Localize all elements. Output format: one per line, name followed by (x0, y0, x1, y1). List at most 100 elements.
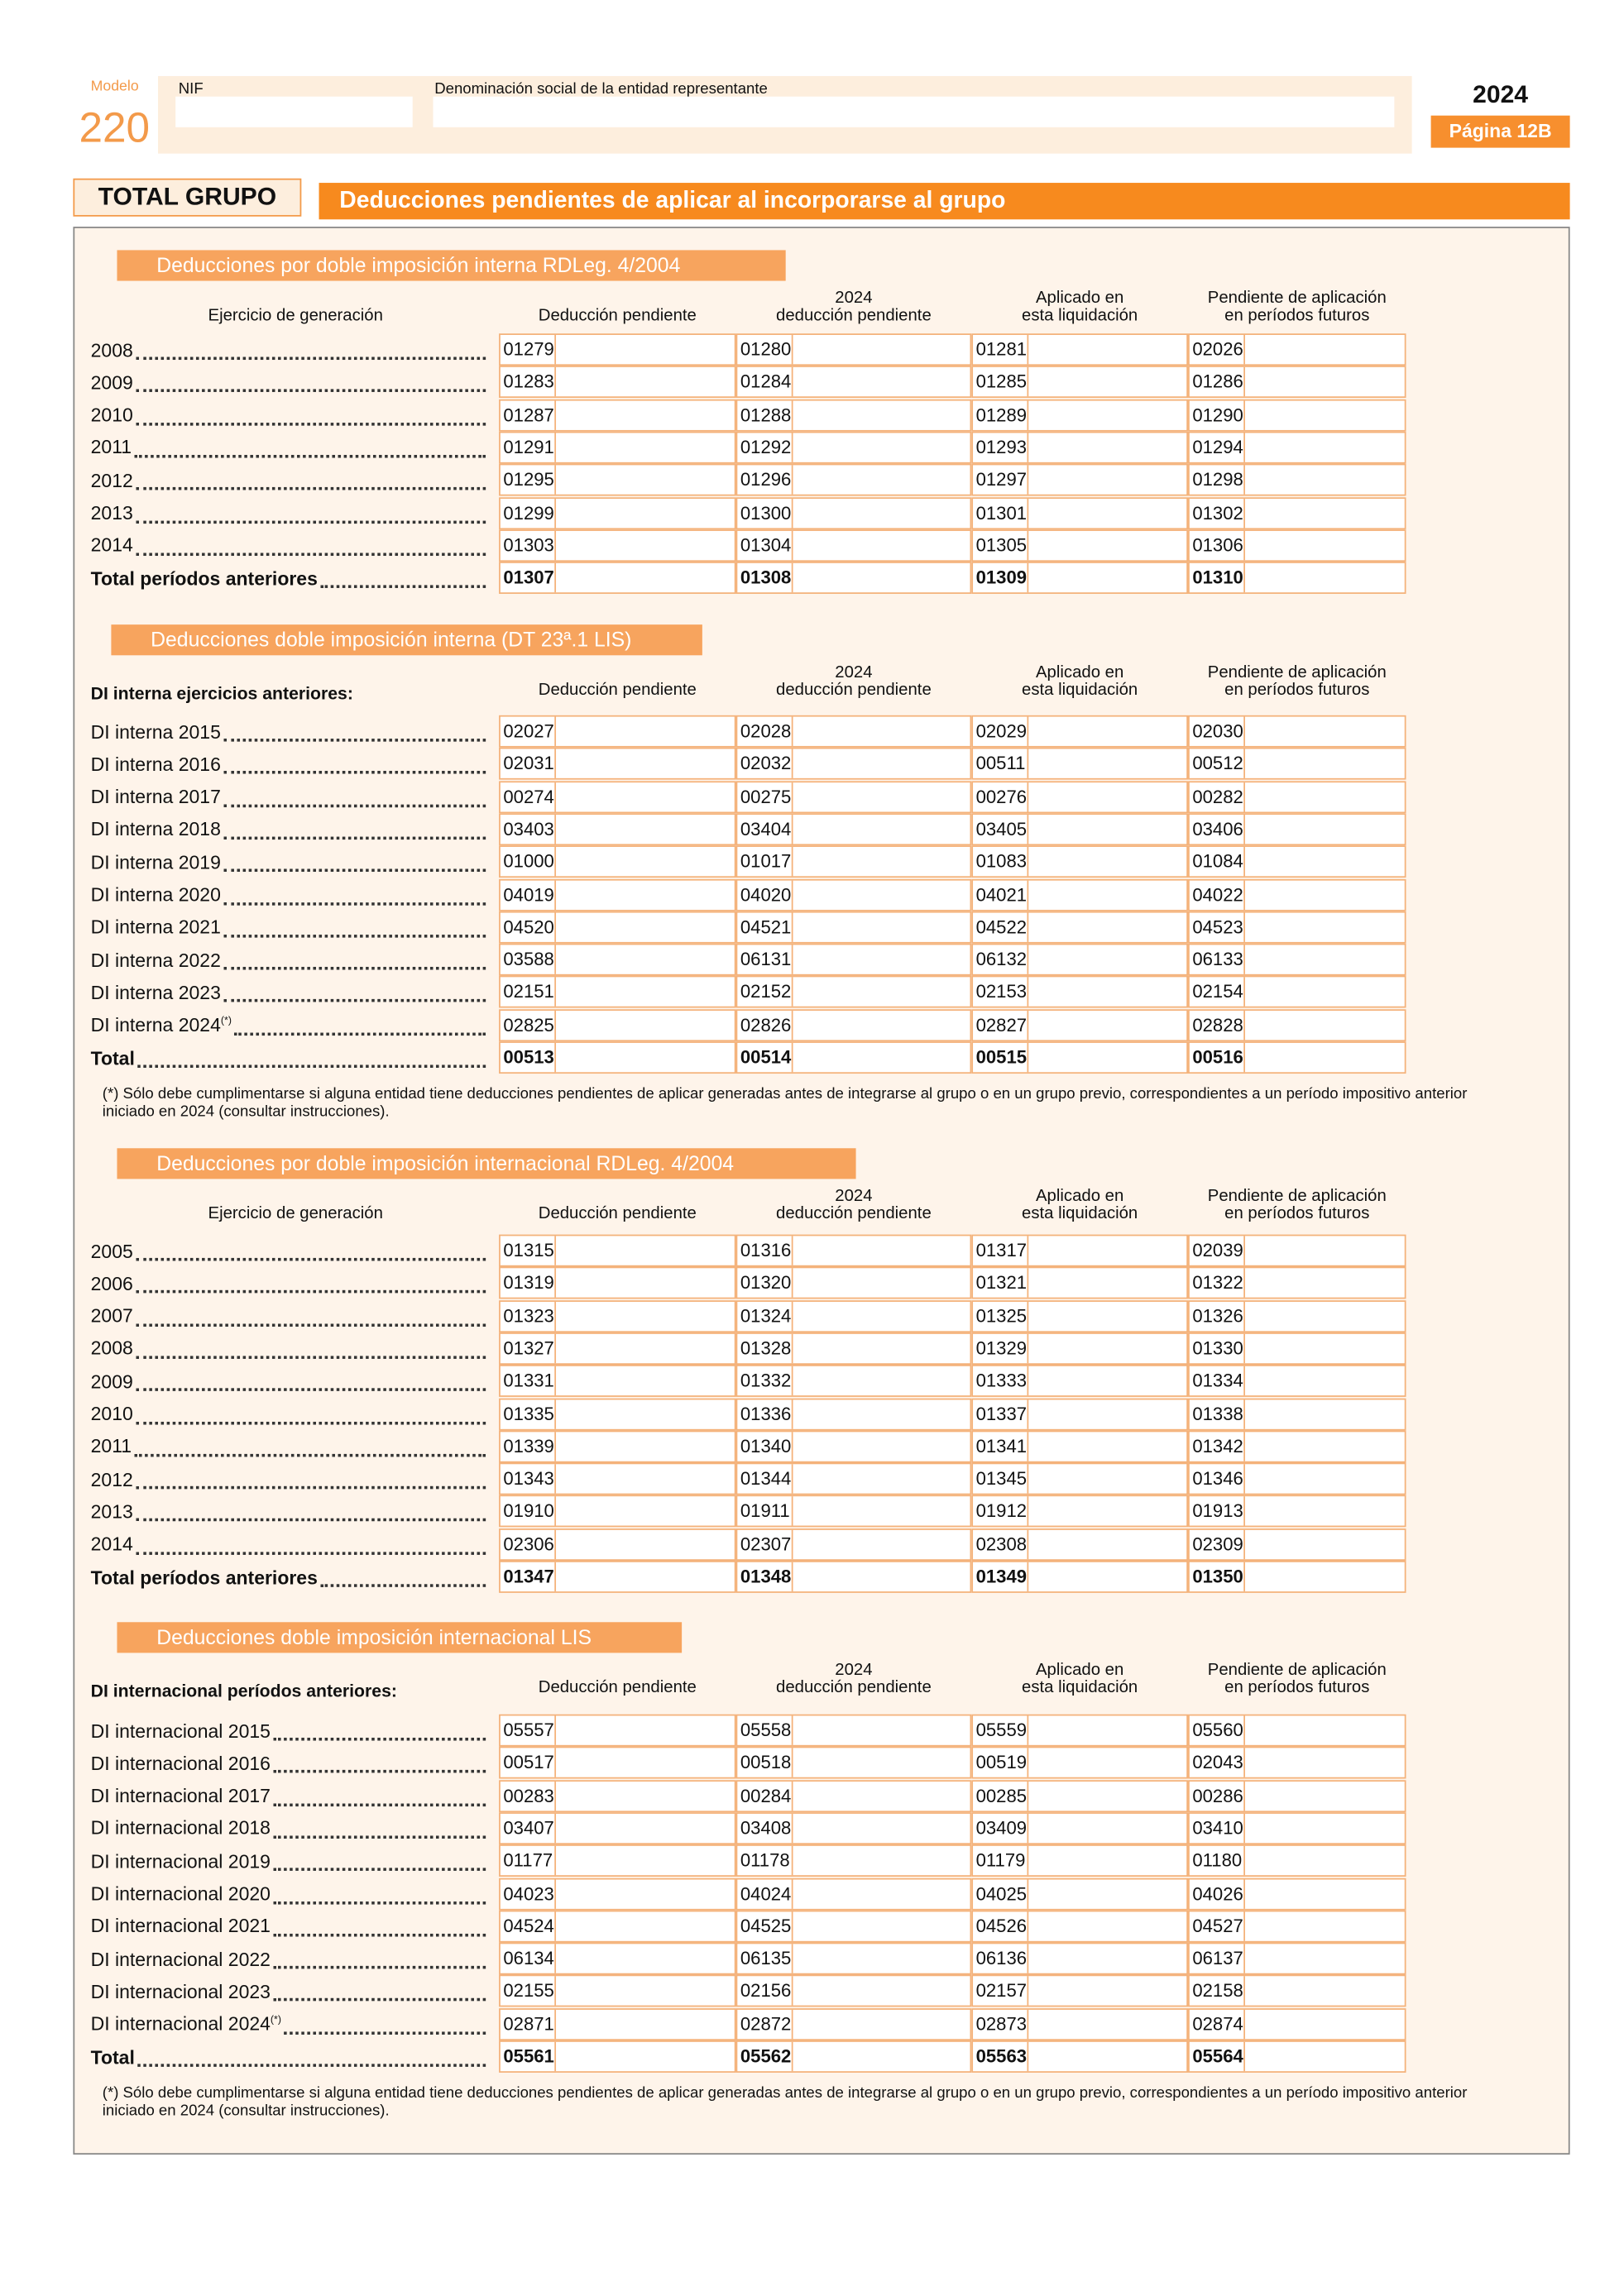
input-cell[interactable]: 01283 (499, 366, 736, 399)
input-cell[interactable]: 01321 (971, 1267, 1189, 1299)
input-cell[interactable]: 01337 (971, 1397, 1189, 1430)
input-cell[interactable]: 01334 (1188, 1365, 1406, 1398)
input-cell[interactable]: 01316 (735, 1234, 972, 1267)
input-cell[interactable]: 01336 (735, 1397, 972, 1430)
input-cell[interactable]: 02827 (971, 1008, 1189, 1041)
input-cell[interactable]: 02030 (1188, 715, 1406, 748)
input-cell[interactable]: 02027 (499, 715, 736, 748)
input-cell[interactable]: 00512 (1188, 748, 1406, 781)
input-cell[interactable]: 00511 (971, 748, 1189, 781)
input-cell[interactable]: 01912 (971, 1495, 1189, 1528)
input-cell[interactable]: 01308 (735, 562, 972, 595)
input-cell[interactable]: 00274 (499, 780, 736, 813)
input-cell[interactable]: 02825 (499, 1008, 736, 1041)
input-cell[interactable]: 04526 (971, 1910, 1189, 1943)
input-cell[interactable]: 01299 (499, 496, 736, 529)
input-cell[interactable]: 02152 (735, 976, 972, 1009)
input-cell[interactable]: 00516 (1188, 1041, 1406, 1074)
input-cell[interactable]: 01000 (499, 845, 736, 878)
input-cell[interactable]: 01310 (1188, 562, 1406, 595)
input-cell[interactable]: 01339 (499, 1430, 736, 1463)
input-cell[interactable]: 00285 (971, 1779, 1189, 1812)
input-cell[interactable]: 03407 (499, 1811, 736, 1844)
input-cell[interactable]: 02043 (1188, 1747, 1406, 1780)
input-cell[interactable]: 00517 (499, 1747, 736, 1780)
input-cell[interactable]: 01325 (971, 1299, 1189, 1332)
input-cell[interactable]: 01328 (735, 1332, 972, 1365)
input-cell[interactable]: 01287 (499, 399, 736, 431)
input-cell[interactable]: 01320 (735, 1267, 972, 1299)
input-cell[interactable]: 01346 (1188, 1462, 1406, 1495)
input-cell[interactable]: 01084 (1188, 845, 1406, 878)
input-cell[interactable]: 01317 (971, 1234, 1189, 1267)
input-cell[interactable]: 01291 (499, 431, 736, 464)
input-cell[interactable]: 06135 (735, 1942, 972, 1975)
input-cell[interactable]: 01295 (499, 463, 736, 496)
input-cell[interactable]: 01315 (499, 1234, 736, 1267)
input-cell[interactable]: 04527 (1188, 1910, 1406, 1943)
input-cell[interactable]: 04025 (971, 1877, 1189, 1910)
input-cell[interactable]: 01304 (735, 529, 972, 562)
input-cell[interactable]: 06133 (1188, 943, 1406, 976)
input-cell[interactable]: 04019 (499, 878, 736, 911)
nif-field[interactable] (175, 96, 413, 127)
input-cell[interactable]: 01335 (499, 1397, 736, 1430)
input-cell[interactable]: 04522 (971, 911, 1189, 944)
input-cell[interactable]: 04524 (499, 1910, 736, 1943)
input-cell[interactable]: 01323 (499, 1299, 736, 1332)
input-cell[interactable]: 04021 (971, 878, 1189, 911)
input-cell[interactable]: 06134 (499, 1942, 736, 1975)
input-cell[interactable]: 05564 (1188, 2040, 1406, 2073)
input-cell[interactable]: 00283 (499, 1779, 736, 1812)
input-cell[interactable]: 01347 (499, 1560, 736, 1593)
input-cell[interactable]: 02155 (499, 1975, 736, 2008)
input-cell[interactable]: 01350 (1188, 1560, 1406, 1593)
input-cell[interactable]: 01306 (1188, 529, 1406, 562)
input-cell[interactable]: 05559 (971, 1714, 1189, 1747)
input-cell[interactable]: 01290 (1188, 399, 1406, 431)
input-cell[interactable]: 01300 (735, 496, 972, 529)
input-cell[interactable]: 01179 (971, 1844, 1189, 1877)
input-cell[interactable]: 01331 (499, 1365, 736, 1398)
input-cell[interactable]: 01327 (499, 1332, 736, 1365)
input-cell[interactable]: 02873 (971, 2007, 1189, 2040)
input-cell[interactable]: 01177 (499, 1844, 736, 1877)
input-cell[interactable]: 01345 (971, 1462, 1189, 1495)
input-cell[interactable]: 01301 (971, 496, 1189, 529)
input-cell[interactable]: 04525 (735, 1910, 972, 1943)
input-cell[interactable]: 02029 (971, 715, 1189, 748)
input-cell[interactable]: 01281 (971, 333, 1189, 366)
input-cell[interactable]: 05562 (735, 2040, 972, 2073)
input-cell[interactable]: 00514 (735, 1041, 972, 1074)
input-cell[interactable]: 01341 (971, 1430, 1189, 1463)
input-cell[interactable]: 01343 (499, 1462, 736, 1495)
input-cell[interactable]: 00519 (971, 1747, 1189, 1780)
input-cell[interactable]: 05561 (499, 2040, 736, 2073)
input-cell[interactable]: 01348 (735, 1560, 972, 1593)
input-cell[interactable]: 01326 (1188, 1299, 1406, 1332)
input-cell[interactable]: 01180 (1188, 1844, 1406, 1877)
input-cell[interactable]: 06137 (1188, 1942, 1406, 1975)
input-cell[interactable]: 01319 (499, 1267, 736, 1299)
input-cell[interactable]: 03588 (499, 943, 736, 976)
input-cell[interactable]: 01288 (735, 399, 972, 431)
input-cell[interactable]: 02308 (971, 1528, 1189, 1561)
input-cell[interactable]: 01285 (971, 366, 1189, 399)
input-cell[interactable]: 03404 (735, 813, 972, 845)
input-cell[interactable]: 00275 (735, 780, 972, 813)
input-cell[interactable]: 01332 (735, 1365, 972, 1398)
input-cell[interactable]: 01340 (735, 1430, 972, 1463)
input-cell[interactable]: 02153 (971, 976, 1189, 1009)
input-cell[interactable]: 01083 (971, 845, 1189, 878)
input-cell[interactable]: 02871 (499, 2007, 736, 2040)
input-cell[interactable]: 05560 (1188, 1714, 1406, 1747)
input-cell[interactable]: 02032 (735, 748, 972, 781)
input-cell[interactable]: 01322 (1188, 1267, 1406, 1299)
input-cell[interactable]: 01913 (1188, 1495, 1406, 1528)
input-cell[interactable]: 01344 (735, 1462, 972, 1495)
input-cell[interactable]: 01293 (971, 431, 1189, 464)
input-cell[interactable]: 02031 (499, 748, 736, 781)
input-cell[interactable]: 03406 (1188, 813, 1406, 845)
input-cell[interactable]: 02872 (735, 2007, 972, 2040)
input-cell[interactable]: 01303 (499, 529, 736, 562)
